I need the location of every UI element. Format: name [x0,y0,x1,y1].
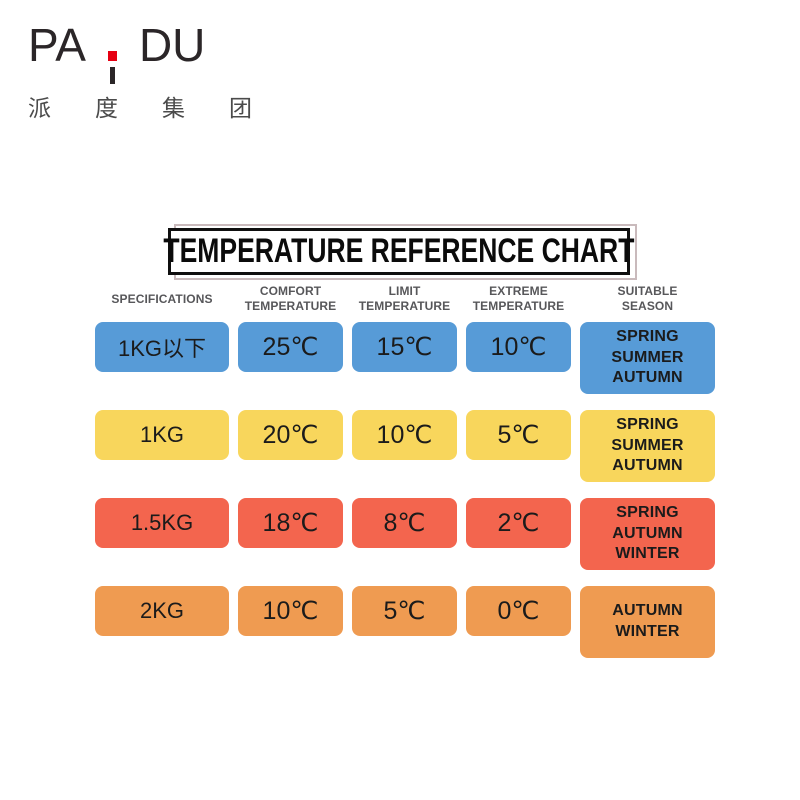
table-header-row: SPECIFICATIONS COMFORT TEMPERATURE LIMIT… [95,284,715,314]
page-title: TEMPERATURE REFERENCE CHART [163,232,635,270]
extreme-temp-cell: 0℃ [466,586,571,636]
temperature-table: SPECIFICATIONS COMFORT TEMPERATURE LIMIT… [95,284,715,674]
title-banner-box: TEMPERATURE REFERENCE CHART [164,228,634,275]
brand-cn-char: 集 [162,95,185,121]
spec-cell: 1KG以下 [95,322,229,372]
brand-letters-right: DU [138,19,206,71]
season-cell: SPRING AUTUMN WINTER [580,498,715,570]
red-dot-icon [107,51,117,61]
limit-temp-cell: 10℃ [352,410,457,460]
comfort-temp-cell: 20℃ [238,410,343,460]
extreme-temp-cell: 10℃ [466,322,571,372]
comfort-temp-cell: 18℃ [238,498,343,548]
brand-logo: PA DU 派 度 集 团 [28,22,254,120]
chart-title-banner: TEMPERATURE REFERENCE CHART [164,224,637,280]
comfort-temp-cell: 25℃ [238,322,343,372]
brand-cn-char: 度 [95,95,118,121]
limit-temp-cell: 5℃ [352,586,457,636]
table-row: 1KG以下 25℃ 15℃ 10℃ SPRING SUMMER AUTUMN [95,322,715,394]
i-bar [109,67,115,84]
column-header-suitable-season: SUITABLE SEASON [617,284,678,313]
extreme-temp-cell: 2℃ [466,498,571,548]
brand-cn-char: 团 [229,95,252,121]
brand-cn-char: 派 [28,95,51,121]
season-cell: AUTUMN WINTER [580,586,715,658]
table-row: 1KG 20℃ 10℃ 5℃ SPRING SUMMER AUTUMN [95,410,715,482]
brand-wordmark: PA DU [28,22,254,84]
column-header-limit-temperature: LIMIT TEMPERATURE [358,284,451,313]
spec-cell: 1.5KG [95,498,229,548]
extreme-temp-cell: 5℃ [466,410,571,460]
brand-letters-left: PA [28,19,86,71]
spec-cell: 2KG [95,586,229,636]
spec-cell: 1KG [95,410,229,460]
limit-temp-cell: 15℃ [352,322,457,372]
table-row: 1.5KG 18℃ 8℃ 2℃ SPRING AUTUMN WINTER [95,498,715,570]
column-header-specifications: SPECIFICATIONS [111,291,213,306]
table-row: 2KG 10℃ 5℃ 0℃ AUTUMN WINTER [95,586,715,658]
brand-chinese-name: 派 度 集 团 [28,97,252,120]
column-header-extreme-temperature: EXTREME TEMPERATURE [472,284,565,313]
comfort-temp-cell: 10℃ [238,586,343,636]
season-cell: SPRING SUMMER AUTUMN [580,410,715,482]
column-header-comfort-temperature: COMFORT TEMPERATURE [244,284,337,313]
season-cell: SPRING SUMMER AUTUMN [580,322,715,394]
limit-temp-cell: 8℃ [352,498,457,548]
brand-letter-i [107,51,117,84]
